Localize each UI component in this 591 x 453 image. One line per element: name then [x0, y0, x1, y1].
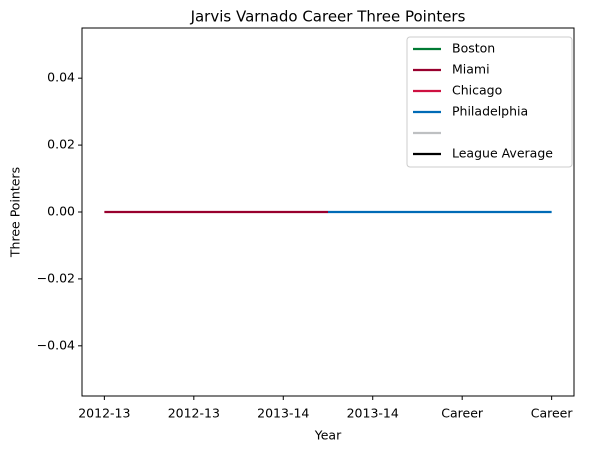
x-tick-label: 2012-13	[78, 406, 130, 421]
y-axis-label: Three Pointers	[8, 167, 23, 258]
y-tick-label: 0.04	[47, 70, 75, 85]
x-tick-label: Career	[531, 406, 574, 421]
legend-label: Philadelphia	[452, 104, 528, 119]
plot-frame	[81, 27, 575, 397]
chart-title: Jarvis Varnado Career Three Pointers	[190, 8, 466, 26]
x-tick-label: 2012-13	[168, 406, 220, 421]
legend-box	[406, 36, 573, 168]
legend-label: Boston	[452, 41, 495, 56]
y-tick-label: 0.02	[47, 137, 75, 152]
x-tick-label: 2013-14	[257, 406, 309, 421]
legend-label: League Average	[452, 146, 553, 161]
x-tick-label: 2013-14	[347, 406, 399, 421]
y-tick-label: 0.00	[47, 204, 75, 219]
y-tick-label: −0.02	[37, 270, 75, 285]
x-axis-label: Year	[314, 428, 342, 443]
legend-label: Chicago	[452, 83, 502, 98]
x-tick-label: Career	[441, 406, 484, 421]
y-tick-label: −0.04	[37, 337, 75, 352]
legend-label: Miami	[452, 62, 490, 77]
